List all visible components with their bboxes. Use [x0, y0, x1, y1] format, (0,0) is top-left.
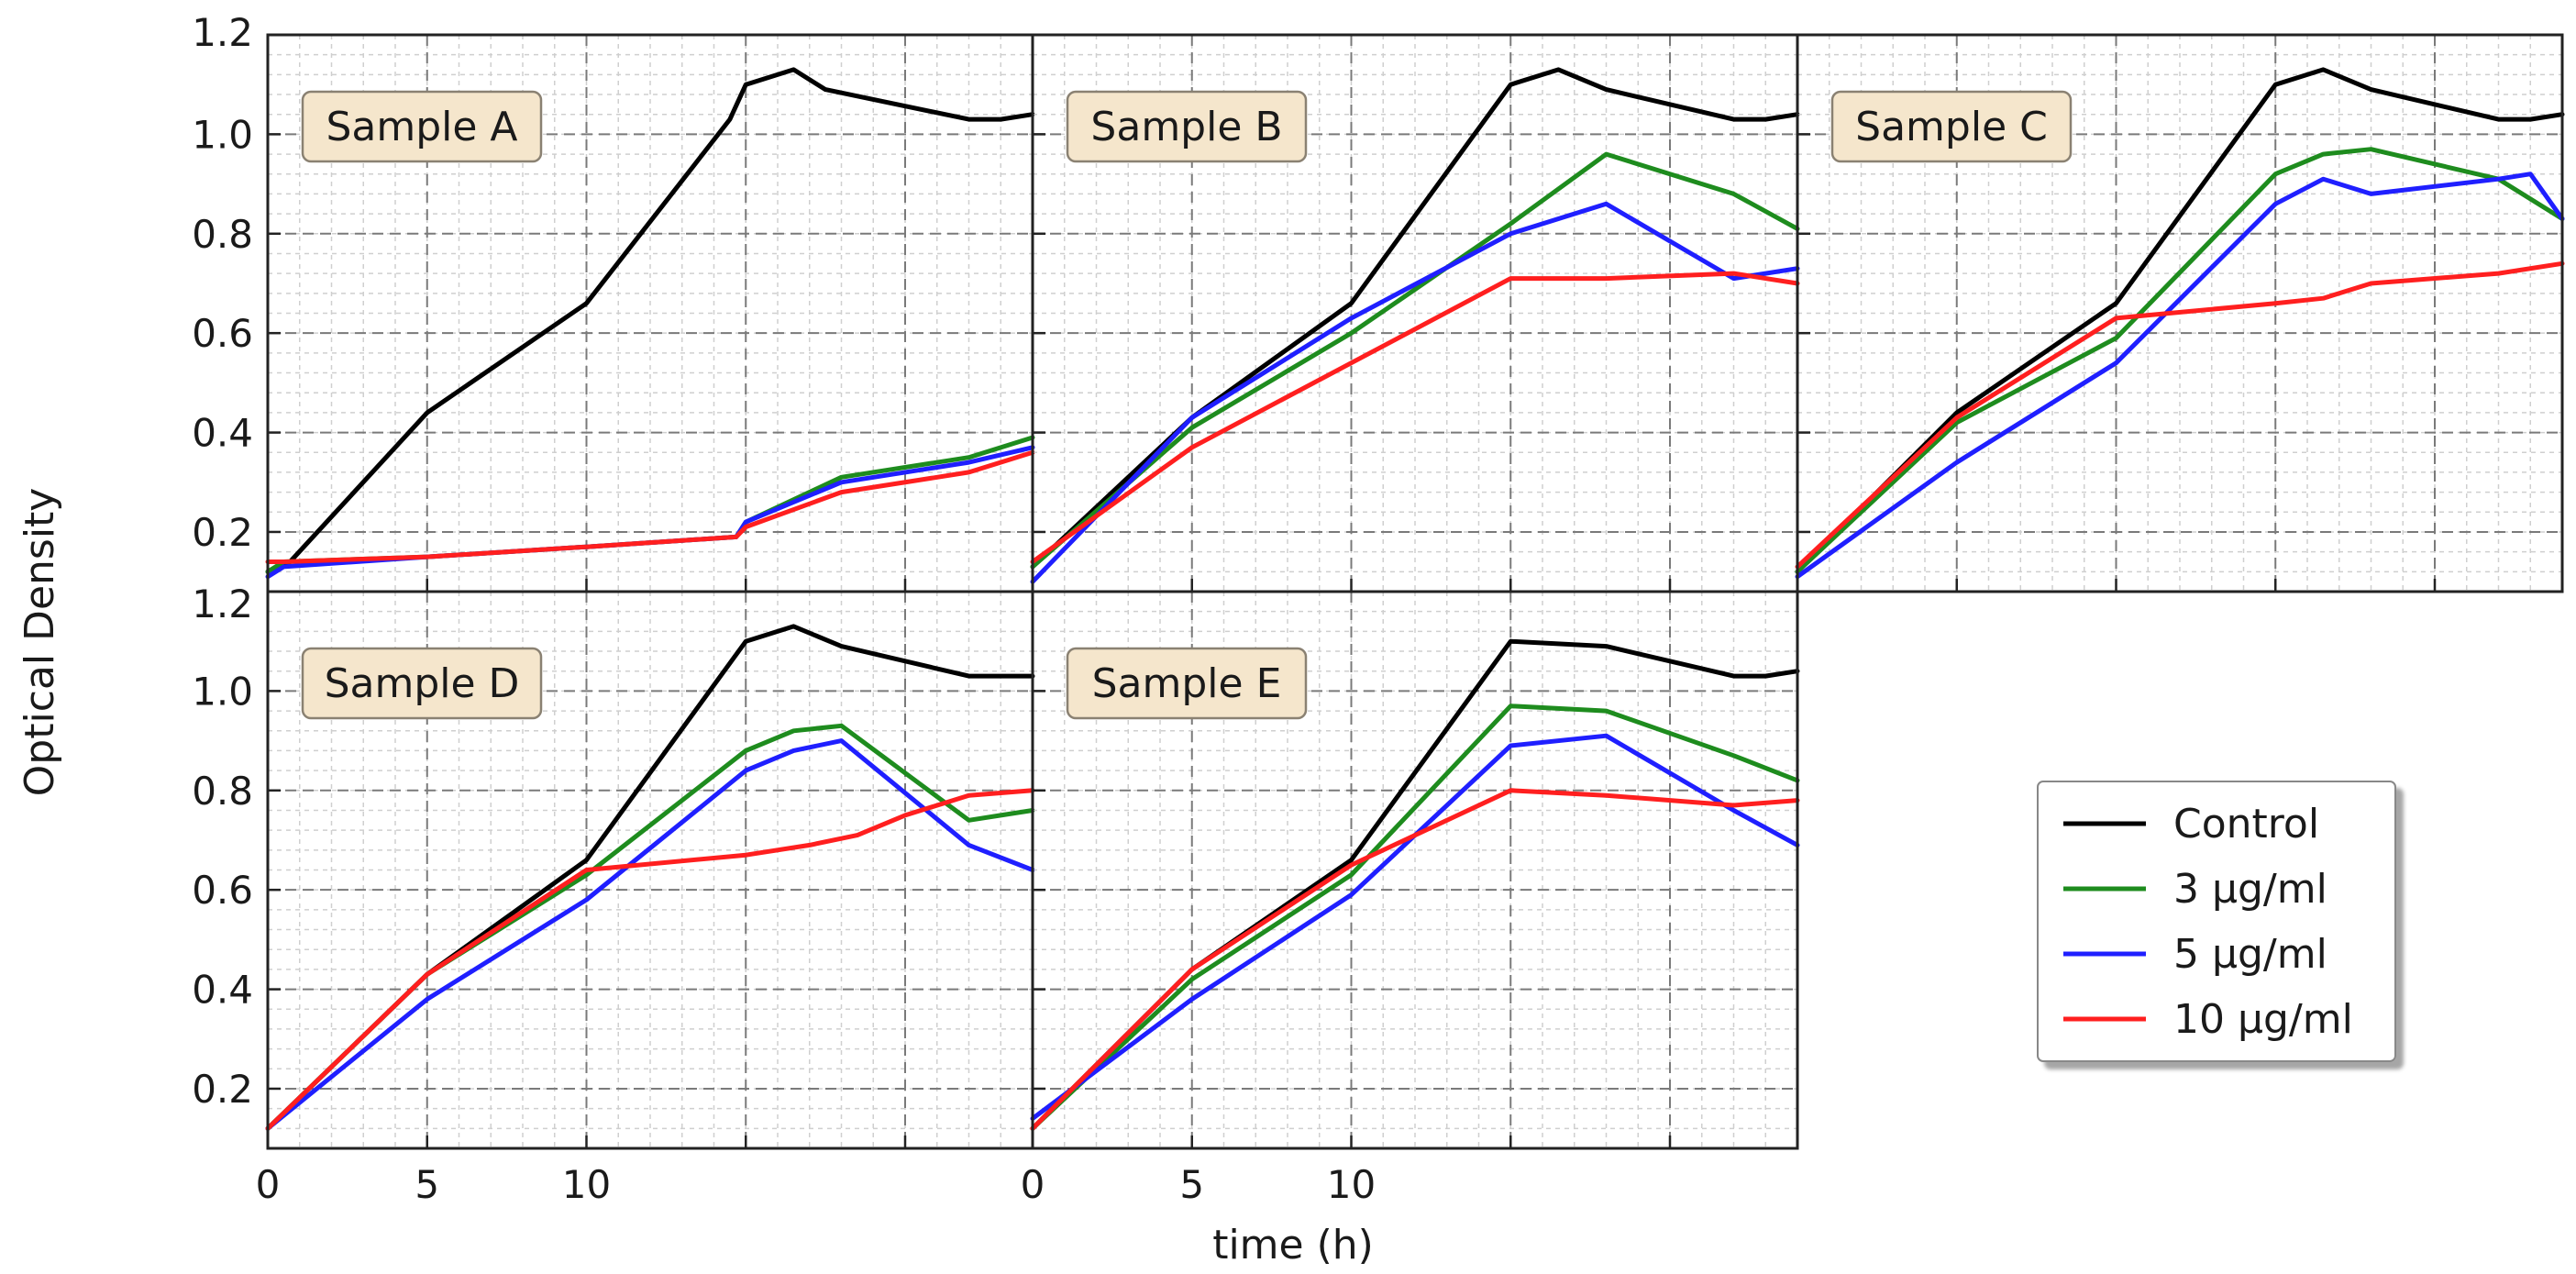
grid — [267, 35, 1034, 592]
series-line-3-g-ml — [1795, 147, 2565, 574]
y-tick-label: 1.2 — [192, 582, 253, 626]
series-line-5-g-ml — [265, 738, 1035, 1131]
panel-title-box: Sample C — [1830, 90, 2073, 163]
panel-5: Sample E 0 5 10 — [1021, 590, 1800, 1207]
series-line-control — [265, 67, 1035, 574]
panel-title: Sample E — [1092, 660, 1282, 707]
x-tick-label: 5 — [1179, 1162, 1204, 1207]
y-tick-label: 0.6 — [192, 868, 253, 913]
legend-label: 3 μg/ml — [2173, 866, 2327, 913]
panel-frame — [1796, 33, 2564, 593]
legend-label: 10 μg/ml — [2173, 996, 2353, 1043]
panels: Sample A 0.2 0.4 0.6 0.8 1.0 1.2 Sample B Sample… — [192, 10, 2565, 1207]
x-tick-label: 10 — [1327, 1162, 1376, 1207]
series-line-3-g-ml — [1030, 151, 1800, 570]
x-tick-label: 0 — [256, 1162, 281, 1207]
y-axis-label: Optical Density — [17, 488, 63, 797]
series-line-5-g-ml — [1030, 733, 1800, 1121]
panel-title-box: Sample E — [1066, 647, 1308, 720]
panel-title-background — [1830, 90, 2073, 163]
y-tick-label: 0.6 — [192, 311, 253, 356]
panel-title-box: Sample D — [301, 647, 543, 720]
series-line-5-g-ml — [1030, 201, 1800, 584]
legend-label: 5 μg/ml — [2173, 931, 2327, 978]
panel-3: Sample C — [1795, 33, 2565, 593]
ticks — [268, 133, 907, 592]
panel-1: Sample A 0.2 0.4 0.6 0.8 1.0 1.2 — [192, 10, 1035, 593]
y-tick-label: 1.0 — [192, 669, 253, 714]
ticks — [268, 690, 907, 1148]
ticks — [1033, 133, 1672, 592]
x-axis-label: time (h) — [1212, 1222, 1374, 1268]
panel-title-background — [1066, 647, 1308, 720]
panel-title-box: Sample B — [1066, 90, 1308, 163]
y-tick-label: 0.8 — [192, 769, 253, 814]
series-line-10-g-ml — [1030, 271, 1800, 564]
ticks — [1797, 133, 2437, 592]
series-line-10-g-ml — [1030, 788, 1800, 1131]
series-line-10-g-ml — [1795, 260, 2565, 570]
ticks — [1033, 690, 1672, 1148]
legend: Control 3 μg/ml 5 μg/ml 10 μg/ml — [2037, 781, 2396, 1062]
series-line-control — [1795, 67, 2565, 574]
series-line-3-g-ml — [1030, 703, 1800, 1131]
y-tick-label: 0.2 — [192, 510, 253, 555]
x-tick-label: 10 — [562, 1162, 611, 1207]
panel-title: Sample A — [326, 104, 517, 150]
y-tick-label: 0.4 — [192, 968, 253, 1013]
legend-label: Control — [2173, 801, 2319, 847]
legend-box — [2037, 781, 2396, 1062]
panel-title-background — [1066, 90, 1308, 163]
panel-2: Sample B — [1030, 33, 1800, 593]
panel-title: Sample D — [325, 660, 520, 707]
y-tick-label: 1.2 — [192, 10, 253, 55]
panel-title-background — [301, 90, 543, 163]
y-tick-label: 0.2 — [192, 1067, 253, 1112]
series-line-10-g-ml — [265, 449, 1035, 564]
x-tick-label: 0 — [1021, 1162, 1045, 1207]
series-line-control — [265, 624, 1035, 1131]
panel-title: Sample B — [1090, 104, 1282, 150]
y-tick-label: 0.8 — [192, 212, 253, 257]
series-line-10-g-ml — [265, 788, 1035, 1131]
series-line-5-g-ml — [1795, 172, 2565, 580]
series-line-control — [1030, 67, 1800, 570]
y-tick-label: 1.0 — [192, 112, 253, 157]
panel-title: Sample C — [1855, 104, 2048, 150]
panel-title-box: Sample A — [301, 90, 543, 163]
panel-title-background — [301, 647, 543, 720]
y-tick-label: 0.4 — [192, 411, 253, 456]
panel-frame — [1031, 590, 1799, 1150]
x-tick-label: 5 — [415, 1162, 439, 1207]
panel-4: Sample D 0.2 0.4 0.6 0.8 1.0 1.2 0 5 10 — [192, 582, 1035, 1207]
